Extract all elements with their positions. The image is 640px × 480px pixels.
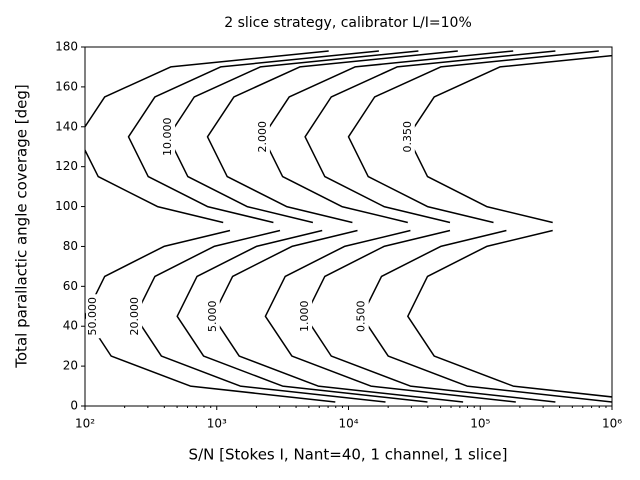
contour-label: 2.000 xyxy=(256,121,269,153)
contour-label: 0.500 xyxy=(355,301,368,333)
y-tick-label: 100 xyxy=(55,199,78,213)
x-tick-label: 10² xyxy=(75,417,95,431)
contour-label-bg xyxy=(205,294,220,339)
contour-label: 50.000 xyxy=(86,297,99,336)
chart-title: 2 slice strategy, calibrator L/I=10% xyxy=(224,15,472,31)
contour-label: 20.000 xyxy=(128,297,141,336)
contour-label-bg xyxy=(400,114,415,159)
y-tick-label: 20 xyxy=(63,359,78,373)
contour-line xyxy=(85,50,336,403)
contour-label-bg xyxy=(354,294,369,339)
contour-label-bg xyxy=(86,294,100,339)
y-tick-label: 120 xyxy=(55,159,78,173)
y-tick-label: 80 xyxy=(63,239,78,253)
y-tick-label: 140 xyxy=(55,119,78,133)
contour-label-bg xyxy=(298,294,313,339)
y-tick-label: 40 xyxy=(63,319,78,333)
x-tick-label: 10⁴ xyxy=(338,417,358,431)
contour-line xyxy=(127,50,386,403)
contour-label-bg xyxy=(255,114,270,159)
contour-line xyxy=(262,50,516,403)
contour-label-bg xyxy=(128,294,143,339)
y-tick-label: 160 xyxy=(55,79,78,93)
contour-line xyxy=(167,50,428,403)
y-tick-label: 180 xyxy=(55,40,78,54)
y-tick-label: 60 xyxy=(63,279,78,293)
contour-line xyxy=(407,54,612,398)
contour-label: 5.000 xyxy=(206,301,219,333)
y-tick-label: 0 xyxy=(70,399,78,413)
plot-area: 50.000 20.000 10.000 5.000 2.000 1.000 0.500 0.… xyxy=(85,50,612,403)
contour-line xyxy=(347,50,612,403)
contour-label: 10.000 xyxy=(161,118,174,157)
axes-frame xyxy=(84,46,613,407)
x-axis-label: S/N [Stokes I, Nant=40, 1 channel, 1 sli… xyxy=(189,446,508,464)
x-tick-label: 10⁶ xyxy=(602,417,622,431)
contour-label: 0.350 xyxy=(401,121,414,153)
contour-line xyxy=(206,50,464,403)
contour-label-bg xyxy=(161,114,176,159)
x-tick-label: 10⁵ xyxy=(470,417,490,431)
contour-label: 1.000 xyxy=(298,301,311,333)
x-tick-label: 10³ xyxy=(207,417,227,431)
y-axis-label: Total parallactic angle coverage [deg] xyxy=(13,84,31,368)
